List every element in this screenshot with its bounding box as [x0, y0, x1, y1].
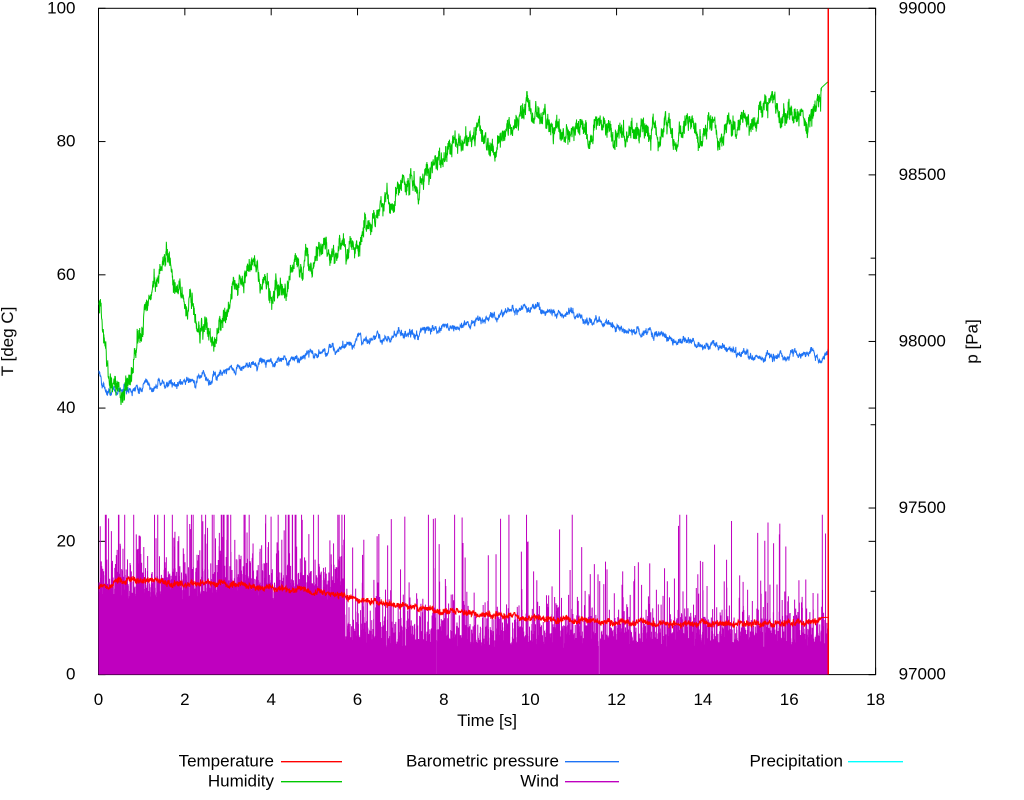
svg-text:Precipitation: Precipitation — [749, 752, 843, 771]
svg-text:6: 6 — [353, 690, 362, 709]
svg-text:98500: 98500 — [899, 165, 946, 184]
svg-text:Wind: Wind — [520, 772, 559, 791]
svg-text:14: 14 — [693, 690, 712, 709]
svg-text:40: 40 — [57, 398, 76, 417]
svg-text:99000: 99000 — [899, 0, 946, 17]
svg-text:Time [s]: Time [s] — [457, 711, 517, 730]
svg-text:16: 16 — [780, 690, 799, 709]
svg-text:8: 8 — [439, 690, 448, 709]
svg-text:97500: 97500 — [899, 498, 946, 517]
svg-text:Humidity: Humidity — [208, 772, 275, 791]
svg-text:60: 60 — [57, 265, 76, 284]
svg-text:12: 12 — [607, 690, 626, 709]
svg-text:0: 0 — [66, 665, 75, 684]
svg-text:98000: 98000 — [899, 331, 946, 350]
svg-text:4: 4 — [266, 690, 275, 709]
svg-text:10: 10 — [521, 690, 540, 709]
svg-text:p [Pa]: p [Pa] — [963, 319, 982, 363]
svg-text:T [deg C]: T [deg C] — [0, 307, 17, 377]
svg-text:Temperature: Temperature — [179, 752, 274, 771]
svg-text:0: 0 — [94, 690, 103, 709]
svg-text:20: 20 — [57, 531, 76, 550]
svg-text:18: 18 — [866, 690, 885, 709]
svg-text:80: 80 — [57, 132, 76, 151]
svg-text:2: 2 — [180, 690, 189, 709]
svg-text:97000: 97000 — [899, 665, 946, 684]
svg-text:100: 100 — [47, 0, 75, 17]
svg-text:Barometric pressure: Barometric pressure — [406, 752, 559, 771]
